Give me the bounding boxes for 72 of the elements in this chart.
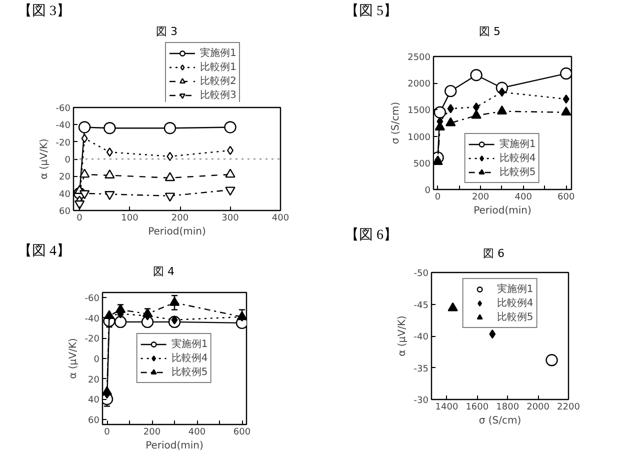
x-tick-label: 200 [472,192,490,202]
y-tick-label: -40 [84,314,100,324]
y-tick-label: 2000 [408,80,431,90]
x-tick-label: 400 [272,214,290,224]
y-tick-label: 0 [64,156,71,166]
x-tick-label: 2000 [526,402,550,412]
chart-title: 【図 5】 [345,2,398,21]
x-tick-label: 100 [121,214,139,224]
y-tick-label: 1500 [408,106,431,116]
x-tick-label: 600 [558,192,576,202]
legend-label: 実施例1 [171,338,208,351]
chart-subtitle: 図 3 [156,24,178,40]
x-tick-label: 300 [222,214,240,224]
legend-label: 比較例1 [200,60,236,74]
chart-title: 【図 6】 [345,226,398,245]
y-tick-label: 20 [88,375,100,386]
y-tick-label: -45 [414,300,429,311]
y-tick-label: -50 [414,269,429,279]
y-tick-label: -60 [84,294,100,304]
legend-label: 比較例4 [499,152,536,165]
x-tick-label: 400 [514,192,532,202]
y-axis-title: α (μV/K) [38,138,50,180]
x-tick-label: 2200 [557,402,580,412]
y-axis-title: α (μV/K) [68,338,79,379]
y-tick-label: 0 [94,355,100,365]
y-tick-label: 0 [424,186,431,196]
y-axis-title: σ (S/cm) [390,102,402,144]
x-tick-label: 200 [143,428,161,438]
chart-title: 【図 4】 [18,242,70,261]
x-tick-label: 400 [188,428,206,438]
y-axis-title: α (μV/K) [396,316,408,356]
chart-subtitle: 図 4 [153,264,174,280]
y-tick-label: 20 [59,172,71,183]
x-tick-label: 0 [76,214,83,224]
x-tick-label: 1400 [435,402,458,412]
y-tick-label: 2500 [408,53,431,63]
legend-label: 比較例4 [171,352,208,365]
x-tick-label: 0 [434,192,441,202]
x-tick-label: 0 [104,428,110,438]
x-tick-label: 600 [233,428,251,438]
chart-title: 【図 3】 [18,2,70,21]
legend-label: 比較例5 [499,166,536,179]
y-tick-label: -35 [414,364,429,374]
legend-label: 比較例5 [496,310,534,324]
y-tick-label: -20 [56,138,71,148]
x-tick-label: 1600 [466,402,489,412]
legend-label: 比較例3 [200,88,236,102]
x-axis-title: Period(min) [148,226,206,238]
chart-subtitle: 図 6 [483,246,504,262]
legend-label: 比較例2 [200,74,236,88]
y-tick-label: 40 [88,396,100,406]
x-axis-title: Period(min) [474,206,532,216]
y-tick-label: -60 [56,104,71,114]
y-tick-label: 500 [413,159,431,170]
legend-label: 実施例1 [200,46,236,60]
y-tick-label: -40 [56,121,71,132]
y-tick-label: -40 [414,332,429,342]
x-axis-title: σ (S/cm) [478,416,522,426]
y-tick-label: 60 [88,416,100,426]
x-tick-label: 200 [171,214,189,224]
y-tick-label: 60 [59,207,71,217]
legend-label: 比較例5 [171,366,208,379]
y-tick-label: 1000 [408,132,431,143]
x-tick-label: 1800 [496,402,520,412]
legend-label: 実施例1 [496,282,534,296]
y-tick-label: -20 [84,334,100,345]
y-tick-label: 40 [59,190,71,200]
chart-subtitle: 図 5 [479,24,500,40]
y-tick-label: -30 [414,396,429,406]
x-axis-title: Period(min) [146,440,204,452]
legend-label: 実施例1 [499,138,536,151]
legend-label: 比較例4 [496,296,534,310]
